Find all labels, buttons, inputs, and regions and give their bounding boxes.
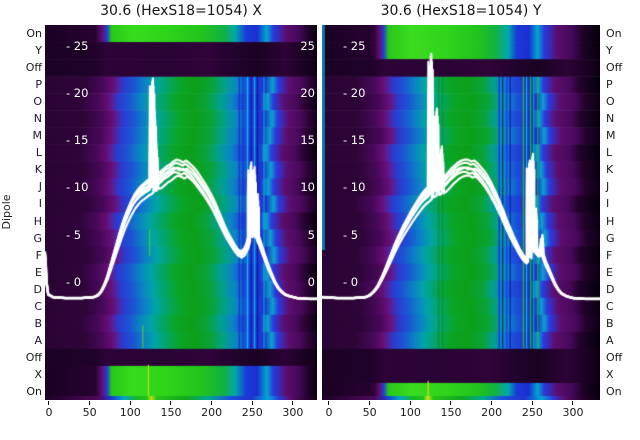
row-label-right: X: [606, 367, 614, 381]
x-tick-mark: [89, 401, 91, 405]
x-tick-mark: [129, 401, 131, 405]
row-label-right: C: [606, 299, 614, 313]
row-label-right: J: [606, 180, 610, 194]
row-label-right: I: [606, 197, 610, 211]
x-tick-label: 0: [325, 406, 333, 419]
row-label-left: Off: [25, 350, 42, 364]
row-label-left: On: [26, 384, 42, 398]
row-label-left: K: [34, 163, 42, 177]
row-label-left: D: [33, 282, 42, 296]
x-tick-mark: [292, 401, 294, 405]
x-tick-label: 100: [399, 406, 421, 419]
edge-ytick-label: 20: [300, 86, 315, 100]
row-label-left: I: [38, 197, 42, 211]
inner-ytick-label: - 20: [66, 86, 89, 100]
row-label-left: J: [38, 180, 42, 194]
x-tick-mark: [369, 401, 371, 405]
inner-ytick-label: - 25: [343, 38, 366, 53]
row-label-right: O: [606, 95, 615, 109]
row-label-left: X: [34, 367, 42, 381]
x-tick-label: 300: [562, 406, 584, 419]
row-label-right: On: [606, 384, 622, 398]
row-label-right: P: [606, 78, 613, 92]
row-label-right: H: [606, 214, 615, 228]
row-label-left: F: [35, 248, 42, 262]
inner-ytick-label: - 0: [66, 274, 82, 289]
row-label-right: B: [606, 316, 614, 330]
inner-ytick-label: - 20: [343, 86, 366, 100]
x-tick-label: 0: [45, 406, 53, 419]
panel-y-title: 30.6 (HexS18=1054) Y: [380, 3, 542, 19]
row-label-left: M: [32, 129, 43, 143]
x-tick-mark: [170, 401, 172, 405]
x-tick-label: 300: [282, 406, 304, 419]
row-label-left: N: [33, 112, 42, 126]
row-label-left: G: [33, 231, 42, 245]
x-tick-mark: [328, 401, 330, 405]
x-tick-label: 200: [201, 406, 223, 419]
row-label-left: A: [34, 333, 42, 347]
row-label-right: G: [606, 231, 615, 245]
inner-ytick-label: - 5: [343, 227, 359, 242]
x-tick-label: 50: [82, 406, 97, 419]
row-label-left: E: [35, 265, 42, 279]
edge-ytick-label: 10: [300, 180, 315, 195]
inner-ytick-label: - 25: [66, 38, 89, 53]
x-tick-label: 250: [241, 406, 263, 419]
row-label-right: E: [606, 265, 613, 279]
inner-ytick-label: - 5: [66, 227, 82, 242]
edge-ytick-label: 0: [307, 274, 315, 289]
heatmap-panel-x: [45, 25, 317, 400]
row-label-left: B: [34, 316, 42, 330]
x-tick-label: 200: [481, 406, 503, 419]
row-label-left: Y: [35, 44, 42, 58]
edge-ytick-label: 5: [307, 227, 315, 242]
row-label-right: F: [606, 248, 613, 262]
row-label-right: N: [606, 112, 615, 126]
x-tick-mark: [450, 401, 452, 405]
row-label-right: On: [606, 27, 622, 41]
inner-ytick-label: - 15: [343, 133, 366, 148]
row-label-right: Off: [606, 350, 623, 364]
row-label-right: K: [606, 163, 614, 177]
x-tick-mark: [409, 401, 411, 405]
inner-ytick-label: - 0: [343, 274, 359, 289]
inner-ytick-label: - 10: [66, 180, 89, 195]
x-tick-mark: [531, 401, 533, 405]
row-label-left: On: [26, 27, 42, 41]
inner-ytick-label: - 15: [66, 133, 89, 148]
row-label-left: Off: [25, 61, 42, 75]
row-label-right: Y: [606, 44, 613, 58]
x-tick-mark: [48, 401, 50, 405]
row-label-right: L: [606, 146, 613, 160]
x-tick-label: 150: [160, 406, 182, 419]
x-tick-label: 50: [362, 406, 377, 419]
x-tick-mark: [491, 401, 493, 405]
x-tick-mark: [572, 401, 574, 405]
row-label-right: D: [606, 282, 615, 296]
row-label-left: C: [34, 299, 42, 313]
panel-x-title: 30.6 (HexS18=1054) X: [100, 3, 262, 19]
row-label-right: Off: [606, 61, 623, 75]
x-tick-label: 150: [440, 406, 462, 419]
row-label-left: P: [35, 78, 42, 92]
inner-ytick-label: - 10: [343, 180, 366, 195]
x-tick-label: 100: [119, 406, 141, 419]
heatmap-panel-y: [322, 25, 600, 400]
x-tick-mark: [251, 401, 253, 405]
x-tick-mark: [211, 401, 213, 405]
row-label-left: H: [33, 214, 42, 228]
row-label-right: A: [606, 333, 614, 347]
edge-ytick-label: 15: [300, 133, 315, 148]
row-label-right: M: [606, 129, 616, 143]
row-label-left: O: [33, 95, 42, 109]
x-tick-label: 250: [521, 406, 543, 419]
row-label-left: L: [35, 146, 42, 160]
edge-ytick-label: 25: [300, 38, 315, 53]
